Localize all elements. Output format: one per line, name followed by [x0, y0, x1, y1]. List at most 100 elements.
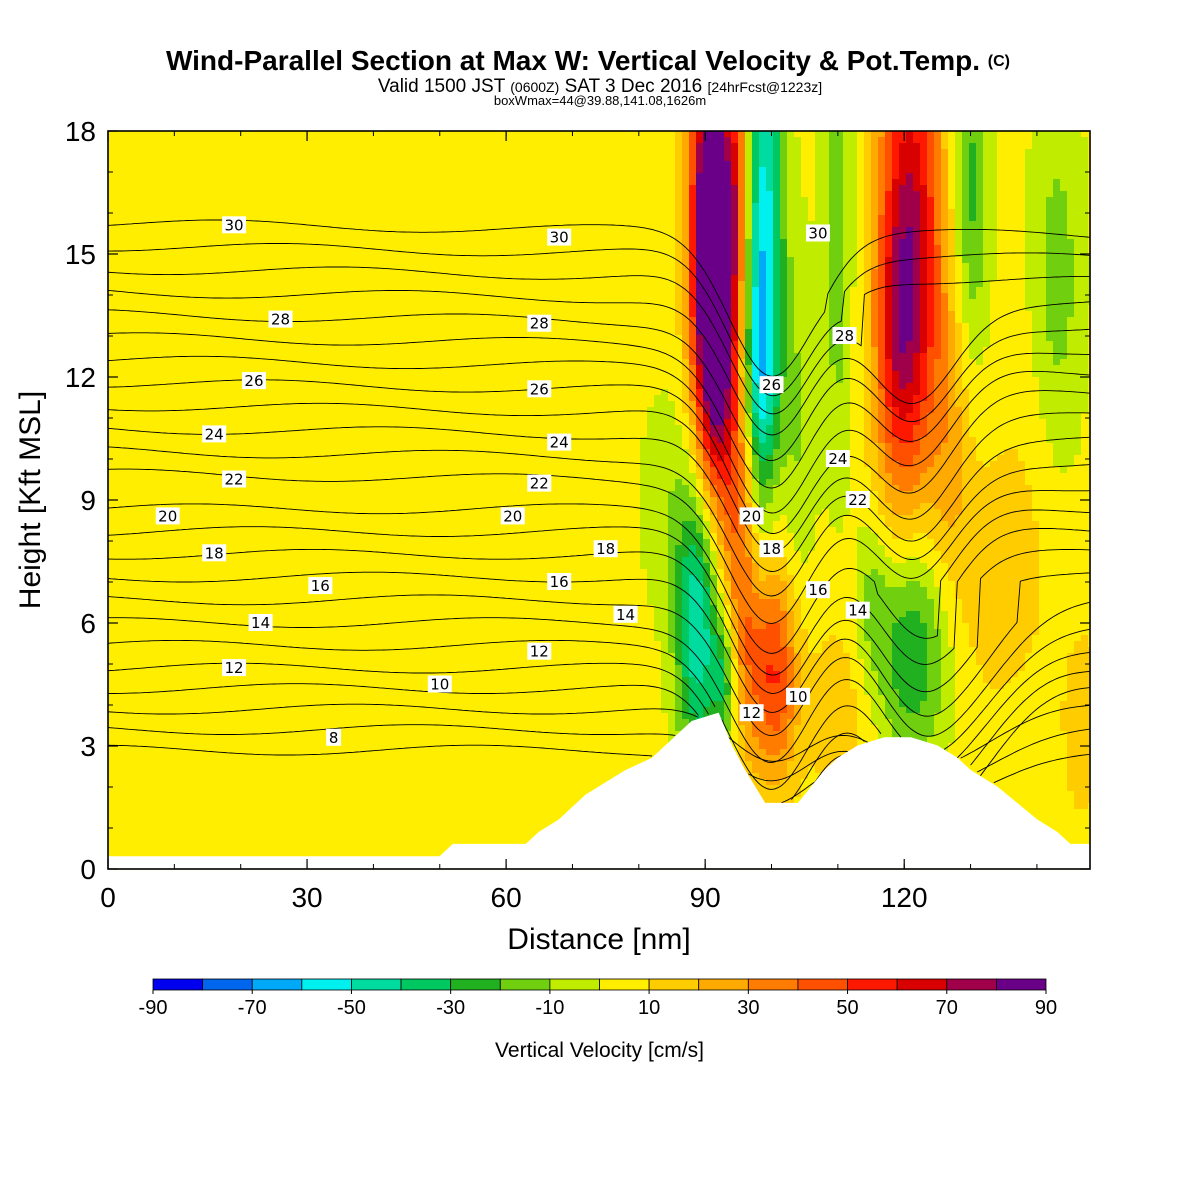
velocity-cell — [178, 239, 186, 246]
velocity-cell — [374, 473, 382, 480]
velocity-cell — [339, 461, 347, 468]
velocity-cell — [213, 185, 221, 192]
velocity-cell — [129, 461, 137, 468]
velocity-cell — [360, 845, 368, 852]
velocity-cell — [381, 401, 389, 408]
velocity-cell — [269, 149, 277, 156]
velocity-cell — [136, 197, 144, 204]
velocity-cell — [248, 311, 256, 318]
velocity-cell — [339, 587, 347, 594]
velocity-cell — [234, 773, 242, 780]
velocity-cell — [227, 497, 235, 504]
velocity-cell — [143, 479, 151, 486]
velocity-cell — [353, 443, 361, 450]
velocity-cell — [206, 599, 214, 606]
velocity-cell — [367, 191, 375, 198]
velocity-cell — [311, 521, 319, 528]
velocity-cell — [129, 713, 137, 720]
velocity-cell — [304, 275, 312, 282]
velocity-cell — [206, 833, 214, 840]
velocity-cell — [360, 581, 368, 588]
velocity-cell — [206, 179, 214, 186]
velocity-cell — [304, 659, 312, 666]
velocity-cell — [255, 761, 263, 768]
velocity-cell — [178, 137, 186, 144]
velocity-cell — [136, 347, 144, 354]
velocity-cell — [157, 497, 165, 504]
velocity-cell — [150, 539, 158, 546]
velocity-cell — [381, 551, 389, 558]
velocity-cell — [234, 509, 242, 516]
velocity-cell — [164, 713, 172, 720]
velocity-cell — [129, 281, 137, 288]
velocity-cell — [157, 215, 165, 222]
velocity-cell — [255, 581, 263, 588]
velocity-cell — [185, 707, 193, 714]
velocity-cell — [206, 155, 214, 162]
velocity-cell — [367, 437, 375, 444]
velocity-cell — [360, 851, 368, 858]
velocity-cell — [136, 677, 144, 684]
velocity-cell — [276, 149, 284, 156]
velocity-cell — [311, 647, 319, 654]
velocity-cell — [262, 179, 270, 186]
velocity-cell — [164, 437, 172, 444]
velocity-cell — [381, 755, 389, 762]
velocity-cell — [339, 149, 347, 156]
velocity-cell — [353, 227, 361, 234]
velocity-cell — [367, 563, 375, 570]
velocity-cell — [332, 401, 340, 408]
velocity-cell — [136, 335, 144, 342]
velocity-cell — [374, 305, 382, 312]
velocity-cell — [255, 539, 263, 546]
velocity-cell — [108, 443, 116, 450]
velocity-cell — [339, 191, 347, 198]
velocity-cell — [269, 245, 277, 252]
velocity-cell — [276, 533, 284, 540]
velocity-cell — [164, 533, 172, 540]
velocity-cell — [192, 653, 200, 660]
velocity-cell — [353, 587, 361, 594]
velocity-cell — [276, 833, 284, 840]
velocity-cell — [332, 761, 340, 768]
velocity-cell — [367, 197, 375, 204]
velocity-cell — [241, 359, 249, 366]
velocity-cell — [213, 257, 221, 264]
velocity-cell — [367, 785, 375, 792]
velocity-cell — [297, 533, 305, 540]
velocity-cell — [206, 467, 214, 474]
velocity-cell — [164, 755, 172, 762]
velocity-cell — [353, 695, 361, 702]
velocity-cell — [241, 617, 249, 624]
velocity-cell — [122, 425, 130, 432]
velocity-cell — [304, 845, 312, 852]
velocity-cell — [262, 821, 270, 828]
velocity-cell — [374, 809, 382, 816]
velocity-cell — [353, 197, 361, 204]
velocity-cell — [171, 635, 179, 642]
velocity-cell — [269, 515, 277, 522]
velocity-cell — [374, 581, 382, 588]
velocity-cell — [332, 623, 340, 630]
velocity-cell — [129, 629, 137, 636]
velocity-cell — [129, 593, 137, 600]
velocity-cell — [304, 743, 312, 750]
velocity-cell — [220, 401, 228, 408]
velocity-cell — [157, 527, 165, 534]
velocity-cell — [122, 443, 130, 450]
velocity-cell — [241, 683, 249, 690]
velocity-cell — [227, 719, 235, 726]
velocity-cell — [248, 167, 256, 174]
velocity-cell — [374, 797, 382, 804]
velocity-cell — [213, 779, 221, 786]
velocity-cell — [325, 455, 333, 462]
velocity-cell — [129, 263, 137, 270]
velocity-cell — [115, 191, 123, 198]
velocity-cell — [199, 635, 207, 642]
velocity-cell — [360, 323, 368, 330]
velocity-cell — [388, 293, 396, 300]
velocity-cell — [374, 191, 382, 198]
velocity-cell — [360, 521, 368, 528]
velocity-cell — [206, 317, 214, 324]
velocity-cell — [143, 203, 151, 210]
